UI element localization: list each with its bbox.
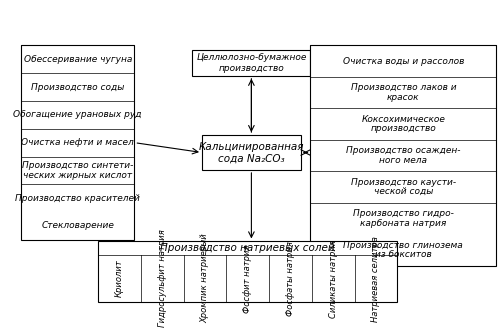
Text: Натриевая селитра: Натриевая селитра xyxy=(372,236,380,322)
Text: Стекловарение: Стекловарение xyxy=(42,221,114,230)
Text: Силикаты натрия: Силикаты натрия xyxy=(328,240,338,318)
Text: Очистка нефти и масел: Очистка нефти и масел xyxy=(22,138,134,147)
Text: Производство гидро-
карбоната натрия: Производство гидро- карбоната натрия xyxy=(353,209,454,228)
Text: Производство синтети-
ческих жирных кислот: Производство синтети- ческих жирных кисл… xyxy=(22,161,134,180)
Text: Кальцинированная
сода Na₂CO₃: Кальцинированная сода Na₂CO₃ xyxy=(198,142,304,163)
FancyBboxPatch shape xyxy=(192,50,310,76)
FancyBboxPatch shape xyxy=(98,241,398,302)
Text: Производство осажден-
ного мела: Производство осажден- ного мела xyxy=(346,146,461,165)
Text: Производство натриевых солей: Производство натриевых солей xyxy=(160,243,335,253)
Text: Криолит: Криолит xyxy=(115,260,124,297)
Text: Производство лаков и
красок: Производство лаков и красок xyxy=(350,83,456,102)
Text: Производство красителей: Производство красителей xyxy=(16,194,140,203)
Text: Гидросульфит натрия: Гидросульфит натрия xyxy=(158,230,167,327)
Text: Коксохимическое
производство: Коксохимическое производство xyxy=(362,115,446,134)
Text: Фосфит натрия: Фосфит натрия xyxy=(244,244,252,313)
FancyBboxPatch shape xyxy=(202,135,301,170)
Text: Обогащение урановых руд: Обогащение урановых руд xyxy=(14,110,142,119)
Text: Очистка воды и рассолов: Очистка воды и рассолов xyxy=(342,57,464,66)
Text: Производство каусти-
ческой соды: Производство каусти- ческой соды xyxy=(351,178,456,196)
Text: Хромпик натриевый: Хромпик натриевый xyxy=(200,234,209,323)
Text: Производство соды: Производство соды xyxy=(31,83,124,92)
Text: Целлюлозно-бумажное
производство: Целлюлозно-бумажное производство xyxy=(196,53,306,73)
Text: Обессеривание чугуна: Обессеривание чугуна xyxy=(24,55,132,64)
Text: Фосфаты натрия: Фосфаты натрия xyxy=(286,241,295,316)
FancyBboxPatch shape xyxy=(21,45,134,240)
Text: Производство глинозема
из бокситов: Производство глинозема из бокситов xyxy=(344,241,463,259)
FancyBboxPatch shape xyxy=(310,45,496,266)
